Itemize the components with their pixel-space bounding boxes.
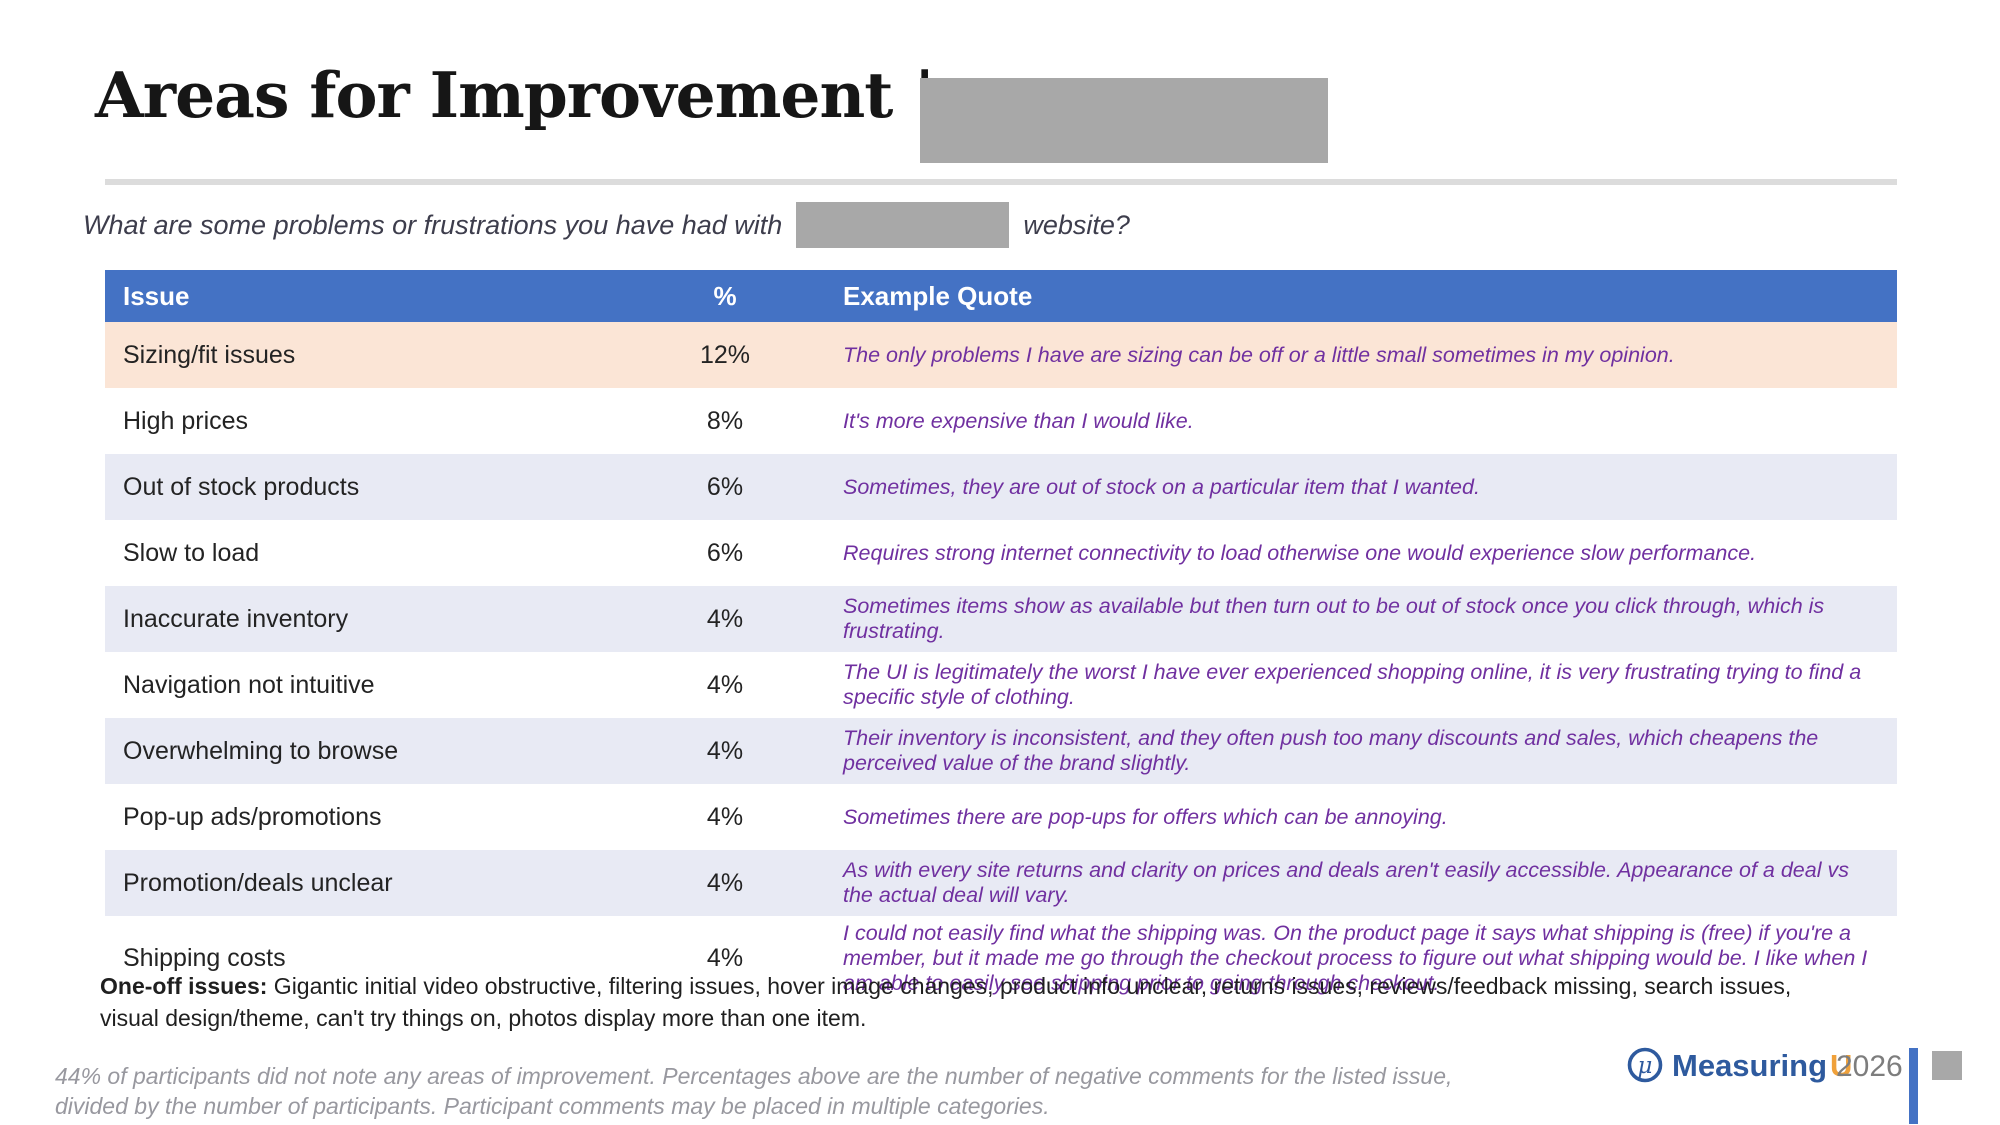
issue-cell: Navigation not intuitive: [123, 670, 375, 699]
table-row: Navigation not intuitive 4% The UI is legi…: [105, 652, 1897, 718]
quote-cell: The only problems I have are sizing can …: [843, 342, 1675, 367]
methodology-footnote: 44% of participants did not note any are…: [55, 1063, 1453, 1120]
quote-cell: It's more expensive than I would like.: [843, 408, 1194, 433]
column-header-issue: Issue: [105, 270, 665, 322]
quote-cell: I could not easily find what the shippin…: [843, 921, 1868, 995]
pct-cell: 4%: [706, 670, 744, 699]
table-row: Out of stock products 6% Sometimes, they a…: [105, 454, 1897, 520]
quote-cell: Sometimes, they are out of stock on a pa…: [843, 474, 1480, 499]
issues-table-header: Issue % Example Quote: [105, 270, 1897, 322]
column-header-example-quote: Example Quote: [785, 270, 1897, 322]
page-title: Areas for Improvement |: [95, 58, 936, 132]
one-off-issues-note: One-off issues: Gigantic initial video o…: [100, 971, 1800, 1034]
issues-table-body: Sizing/fit issues 12% The only problems I …: [105, 322, 1897, 1001]
quote-cell: Requires strong internet connectivity to…: [843, 540, 1757, 565]
pct-cell: 4%: [706, 604, 744, 633]
redacted-brand-box-title: [920, 78, 1328, 163]
one-off-issues-text: Gigantic initial video obstructive, filt…: [100, 973, 1792, 1031]
issue-cell: Slow to load: [123, 538, 260, 567]
title-divider: [105, 179, 1897, 185]
issues-table: Issue % Example Quote Sizing/fit issues 1…: [105, 270, 1897, 1001]
measuringu-logo-icon: μ: [1627, 1047, 1663, 1083]
quote-cell: The UI is legitimately the worst I have …: [843, 660, 1862, 709]
year-label: 2026: [1836, 1050, 1903, 1083]
quote-cell: Sometimes items show as available but th…: [843, 594, 1825, 643]
table-row: Shipping costs 4% I could not easily find …: [105, 916, 1897, 1001]
survey-question-prefix: What are some problems or frustrations y…: [83, 209, 783, 240]
table-row: Overwhelming to browse 4% Their inventory …: [105, 718, 1897, 784]
table-row: Pop-up ads/promotions 4% Sometimes there a…: [105, 784, 1897, 850]
pct-cell: 4%: [706, 944, 744, 972]
pct-cell: 12%: [699, 340, 751, 369]
footer-gray-square: [1932, 1051, 1962, 1080]
quote-cell: As with every site returns and clarity o…: [843, 858, 1849, 907]
issue-cell: Inaccurate inventory: [123, 604, 349, 633]
brand-measuring: Measuring: [1672, 1048, 1828, 1083]
table-row: Promotion/deals unclear 4% As with every s…: [105, 850, 1897, 916]
footer-accent-bar: [1909, 1048, 1918, 1124]
table-row: Slow to load 6% Requires strong internet c…: [105, 520, 1897, 586]
issue-cell: Promotion/deals unclear: [123, 868, 393, 897]
redacted-brand-box-question: [796, 202, 1010, 248]
pct-cell: 8%: [706, 406, 744, 435]
table-row: Sizing/fit issues 12% The only problems I …: [105, 322, 1897, 388]
quote-cell: Sometimes there are pop-ups for offers w…: [843, 804, 1448, 829]
pct-cell: 4%: [706, 736, 744, 765]
issue-cell: Sizing/fit issues: [123, 340, 296, 369]
brand-u: U: [1830, 1048, 1853, 1083]
pct-cell: 4%: [706, 802, 744, 831]
pct-cell: 4%: [706, 868, 744, 897]
quote-cell: Their inventory is inconsistent, and the…: [843, 726, 1819, 775]
pct-cell: 6%: [706, 538, 744, 567]
brand-wordmark: MeasuringU: [1672, 1048, 1852, 1084]
header-row: Issue % Example Quote: [105, 270, 1897, 322]
pct-cell: 6%: [706, 472, 744, 501]
survey-question-suffix: website?: [1023, 209, 1130, 240]
table-row: Inaccurate inventory 4% Sometimes items sh…: [105, 586, 1897, 652]
svg-text:μ: μ: [1638, 1053, 1653, 1079]
issue-cell: High prices: [123, 406, 249, 435]
issue-cell: Overwhelming to browse: [123, 736, 399, 765]
issue-cell: Pop-up ads/promotions: [123, 802, 382, 831]
issue-cell: Out of stock products: [123, 472, 360, 501]
column-header-percent: %: [665, 270, 785, 322]
survey-question: What are some problems or frustrations y…: [83, 202, 1130, 248]
one-off-issues-label: One-off issues:: [100, 973, 268, 999]
table-row: High prices 8% It's more expensive than I …: [105, 388, 1897, 454]
issue-cell: Shipping costs: [123, 944, 286, 972]
